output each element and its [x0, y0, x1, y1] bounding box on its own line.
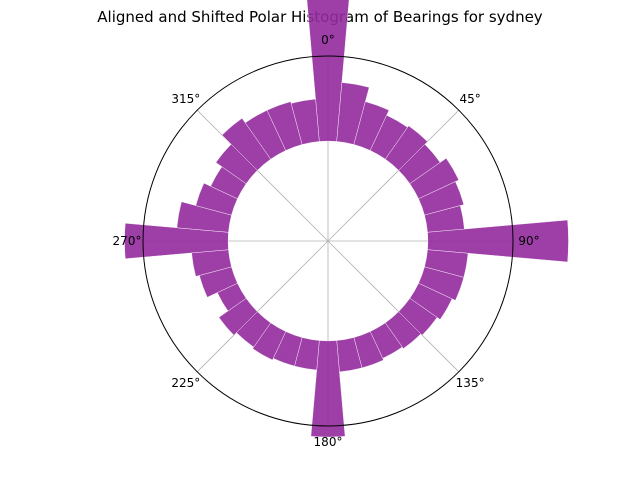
bar-140 [385, 311, 422, 349]
bar-210 [252, 322, 287, 361]
angle-label-135: 135° [456, 376, 485, 390]
histogram-bars [124, 0, 569, 438]
bar-230 [218, 298, 258, 336]
bar-350 [290, 98, 320, 145]
polar-frame [142, 55, 514, 427]
bar-320 [221, 117, 271, 171]
angle-tick-labels: 0° 45° 90° 135° 180° 225° 270° 315° [113, 33, 540, 449]
bar-270 [124, 223, 229, 259]
angle-label-225: 225° [171, 376, 200, 390]
bar-290 [195, 182, 238, 216]
bar-70 [418, 181, 465, 216]
bar-60 [409, 157, 460, 200]
angle-label-90: 90° [518, 234, 539, 248]
bar-180 [310, 340, 346, 438]
bar-20 [353, 101, 390, 151]
angle-label-315: 315° [171, 92, 200, 106]
grid-line-225 [196, 240, 329, 373]
angle-label-180: 180° [314, 435, 343, 449]
bar-110 [418, 266, 465, 301]
bar-280 [176, 201, 232, 233]
bar-40 [385, 125, 428, 171]
grid-line-315 [196, 109, 329, 242]
grid-line-45 [327, 109, 460, 242]
angle-label-0: 0° [321, 33, 335, 47]
bar-120 [409, 282, 453, 320]
angle-label-45: 45° [459, 92, 480, 106]
bar-10 [336, 82, 370, 145]
bar-0 [306, 0, 350, 142]
bar-90 [427, 219, 569, 263]
bar-130 [398, 298, 438, 336]
angle-label-270: 270° [113, 234, 142, 248]
grid-line-135 [327, 240, 460, 373]
bar-340 [266, 101, 303, 151]
